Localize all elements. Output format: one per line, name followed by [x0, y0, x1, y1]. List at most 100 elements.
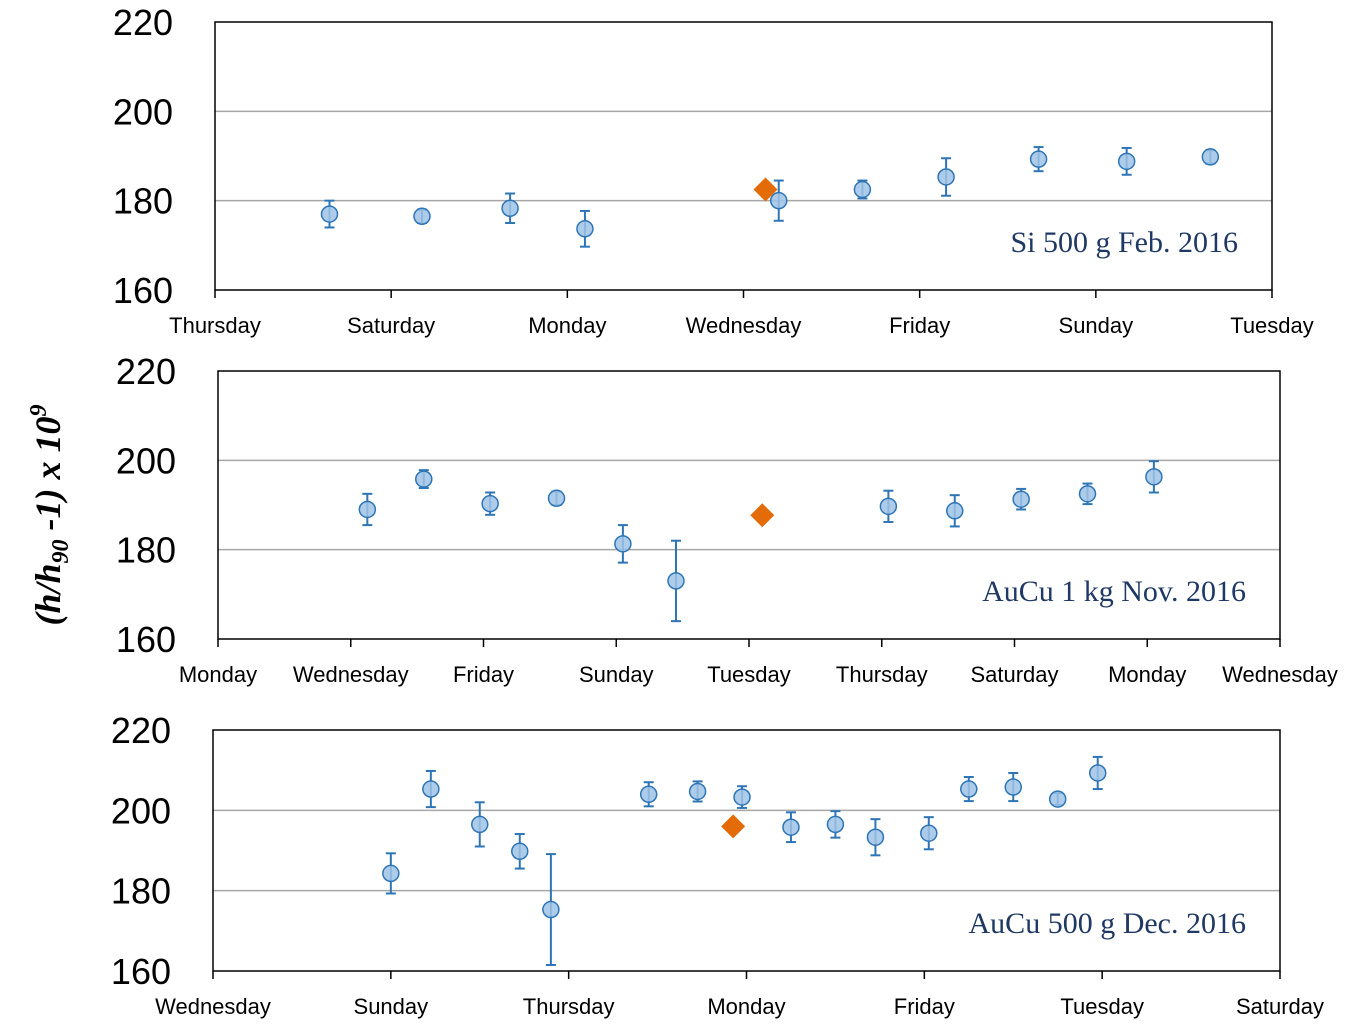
data-point [769, 179, 788, 222]
data-marker [481, 494, 499, 513]
data-point [1145, 460, 1163, 494]
x-tick-label: Monday [707, 994, 785, 1019]
data-point [1004, 771, 1022, 803]
data-point [1078, 482, 1097, 506]
data-point [542, 853, 560, 966]
y-tick-label: 220 [116, 351, 176, 392]
data-marker [866, 828, 885, 846]
data-marker [937, 168, 955, 186]
y-tick-label: 160 [116, 619, 176, 660]
x-tick-label: Saturday [347, 313, 435, 338]
x-tick-label: Tuesday [1060, 994, 1144, 1019]
data-marker [547, 489, 566, 508]
data-marker [614, 535, 632, 553]
data-point [853, 179, 872, 200]
chart-panel-2: 160 180 200 220 Monday Wednesday Friday Sunday T… [116, 351, 1338, 687]
data-marker [1048, 790, 1067, 808]
y-axis-label-h: h [28, 594, 68, 614]
data-marker [782, 818, 800, 836]
data-marker [1078, 485, 1097, 503]
data-marker [1029, 150, 1048, 168]
data-marker [1012, 490, 1030, 508]
y-axis-label-subscript: 90 [48, 539, 74, 563]
data-marker [639, 785, 658, 804]
data-point [639, 781, 658, 808]
data-marker [382, 864, 400, 883]
y-tick-label: 200 [116, 440, 176, 481]
y-axis-label-h90: h [28, 563, 68, 583]
data-marker [471, 815, 489, 834]
x-tick-label: Wednesday [1222, 662, 1338, 687]
x-tick-label: Thursday [169, 313, 261, 338]
data-marker [826, 815, 845, 834]
y-axis-label-rest: -1) x 10 [28, 416, 68, 539]
data-point [422, 769, 440, 809]
x-tick-label: Tuesday [1230, 313, 1314, 338]
data-marker [879, 497, 898, 516]
y-tick-label: 160 [111, 951, 171, 992]
data-marker [422, 780, 440, 798]
data-point [501, 192, 519, 224]
data-marker [1088, 764, 1107, 782]
y-tick-label: 180 [111, 871, 171, 912]
y-axis-label: (h/h90 -1) x 109 [26, 404, 74, 625]
data-marker [920, 824, 938, 842]
data-marker [1117, 152, 1136, 171]
data-point [471, 801, 489, 848]
data-point [960, 775, 978, 803]
data-marker [320, 205, 339, 223]
data-point [667, 539, 685, 623]
data-point [358, 492, 377, 527]
y-tick-label: 220 [113, 2, 173, 43]
data-marker [946, 502, 964, 520]
panel-annotation: AuCu 1 kg Nov. 2016 [982, 575, 1246, 608]
data-marker [358, 500, 377, 519]
x-tick-label: Wednesday [155, 994, 271, 1019]
y-tick-label: 160 [113, 270, 173, 311]
x-tick-label: Thursday [836, 662, 928, 687]
data-point [413, 207, 431, 226]
data-point [1117, 146, 1136, 176]
data-point [614, 524, 632, 564]
x-tick-label: Monday [179, 662, 257, 687]
data-point [511, 833, 529, 870]
x-tick-label: Friday [889, 313, 950, 338]
data-point [1012, 487, 1030, 511]
chart-panel-3: 160 180 200 220 Wednesday Sunday Thursday Monda… [111, 710, 1324, 1019]
x-tick-label: Saturday [970, 662, 1058, 687]
data-point [920, 816, 938, 851]
data-marker [511, 842, 529, 861]
panel-annotation: AuCu 500 g Dec. 2016 [969, 907, 1246, 940]
panel-annotation: Si 500 g Feb. 2016 [1010, 226, 1238, 259]
data-point [782, 811, 800, 844]
data-marker [542, 900, 560, 919]
data-point [382, 852, 400, 895]
data-point [576, 209, 594, 248]
data-point [1201, 148, 1220, 166]
data-marker [1004, 778, 1022, 796]
y-tick-label: 180 [116, 530, 176, 571]
data-marker [688, 782, 707, 801]
data-point [826, 810, 845, 839]
data-marker [576, 220, 594, 238]
data-marker [1201, 148, 1220, 166]
x-tick-label: Tuesday [707, 662, 791, 687]
data-point [1029, 146, 1048, 173]
x-tick-label: Sunday [579, 662, 654, 687]
data-marker [413, 207, 431, 226]
x-tick-label: Wednesday [293, 662, 409, 687]
x-tick-label: Thursday [523, 994, 615, 1019]
y-tick-label: 180 [113, 181, 173, 222]
data-point [879, 489, 898, 523]
reference-marker [753, 177, 778, 202]
y-axis-label-open: ( [28, 611, 68, 626]
data-marker [415, 470, 433, 488]
data-point [547, 489, 566, 508]
data-point [1048, 790, 1067, 808]
data-point [481, 491, 499, 516]
x-tick-label: Sunday [354, 994, 429, 1019]
y-tick-label: 220 [111, 710, 171, 751]
y-tick-label: 200 [111, 790, 171, 831]
reference-marker [750, 503, 775, 528]
